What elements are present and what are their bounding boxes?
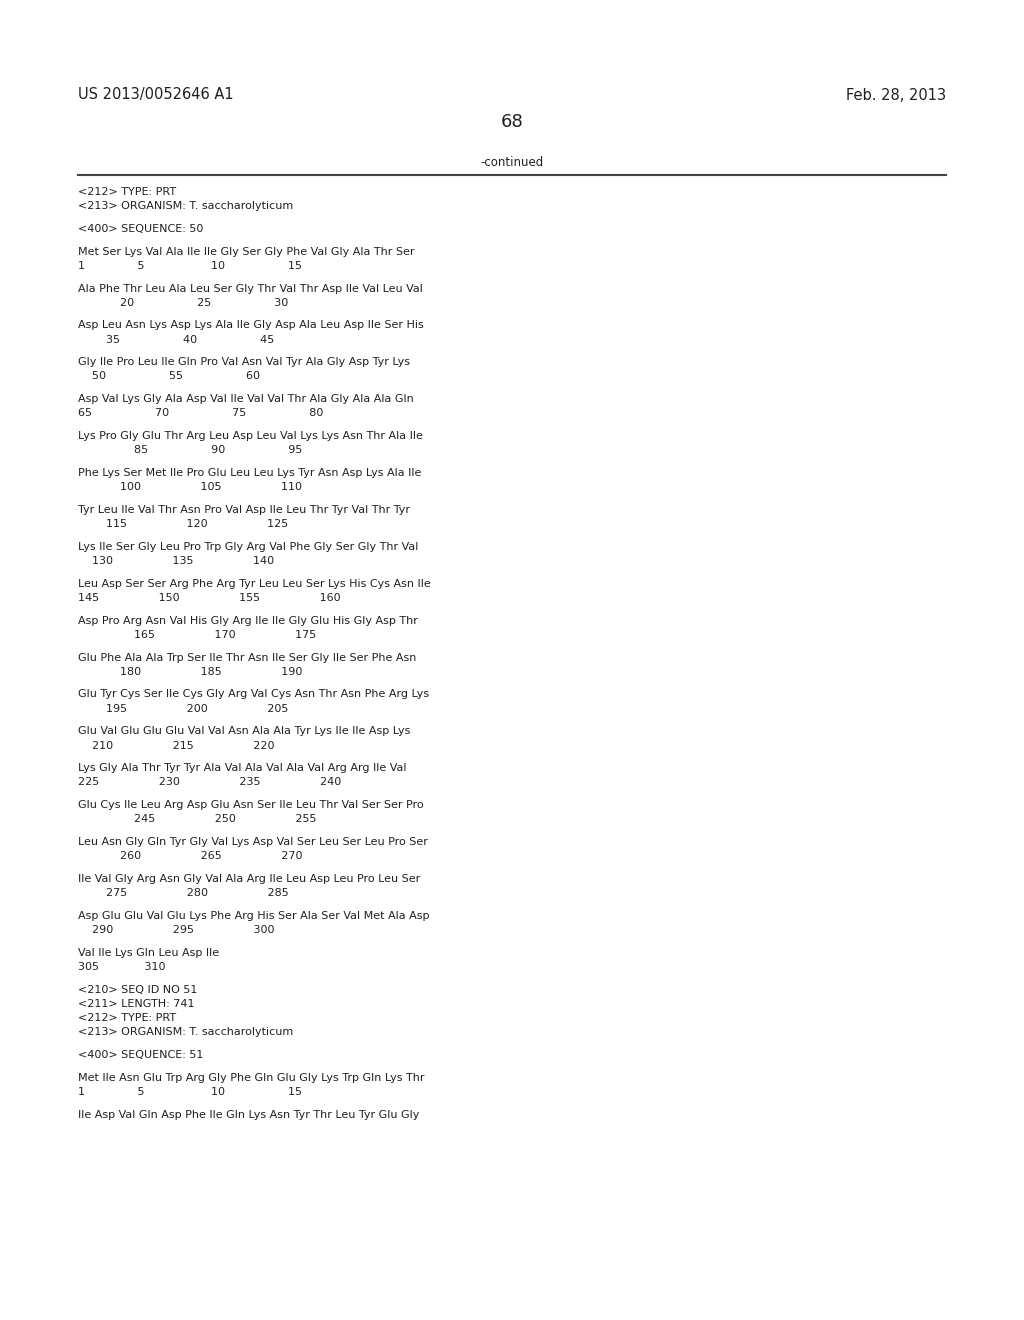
Text: 245                 250                 255: 245 250 255 [78,814,316,824]
Text: Gly Ile Pro Leu Ile Gln Pro Val Asn Val Tyr Ala Gly Asp Tyr Lys: Gly Ile Pro Leu Ile Gln Pro Val Asn Val … [78,358,410,367]
Text: 1               5                   10                  15: 1 5 10 15 [78,261,302,271]
Text: Asp Glu Glu Val Glu Lys Phe Arg His Ser Ala Ser Val Met Ala Asp: Asp Glu Glu Val Glu Lys Phe Arg His Ser … [78,911,429,921]
Text: Lys Gly Ala Thr Tyr Tyr Ala Val Ala Val Ala Val Arg Arg Ile Val: Lys Gly Ala Thr Tyr Tyr Ala Val Ala Val … [78,763,407,774]
Text: Asp Val Lys Gly Ala Asp Val Ile Val Val Thr Ala Gly Ala Ala Gln: Asp Val Lys Gly Ala Asp Val Ile Val Val … [78,395,414,404]
Text: Leu Asn Gly Gln Tyr Gly Val Lys Asp Val Ser Leu Ser Leu Pro Ser: Leu Asn Gly Gln Tyr Gly Val Lys Asp Val … [78,837,428,847]
Text: Feb. 28, 2013: Feb. 28, 2013 [846,87,946,103]
Text: Ile Val Gly Arg Asn Gly Val Ala Arg Ile Leu Asp Leu Pro Leu Ser: Ile Val Gly Arg Asn Gly Val Ala Arg Ile … [78,874,420,884]
Text: Met Ser Lys Val Ala Ile Ile Gly Ser Gly Phe Val Gly Ala Thr Ser: Met Ser Lys Val Ala Ile Ile Gly Ser Gly … [78,247,415,256]
Text: 165                 170                 175: 165 170 175 [78,630,316,640]
Text: 260                 265                 270: 260 265 270 [78,851,302,861]
Text: 1               5                   10                  15: 1 5 10 15 [78,1086,302,1097]
Text: Glu Tyr Cys Ser Ile Cys Gly Arg Val Cys Asn Thr Asn Phe Arg Lys: Glu Tyr Cys Ser Ile Cys Gly Arg Val Cys … [78,689,429,700]
Text: Ile Asp Val Gln Asp Phe Ile Gln Lys Asn Tyr Thr Leu Tyr Glu Gly: Ile Asp Val Gln Asp Phe Ile Gln Lys Asn … [78,1110,420,1119]
Text: 85                  90                  95: 85 90 95 [78,445,302,455]
Text: US 2013/0052646 A1: US 2013/0052646 A1 [78,87,233,103]
Text: Met Ile Asn Glu Trp Arg Gly Phe Gln Glu Gly Lys Trp Gln Lys Thr: Met Ile Asn Glu Trp Arg Gly Phe Gln Glu … [78,1073,425,1082]
Text: 305             310: 305 310 [78,962,166,972]
Text: Phe Lys Ser Met Ile Pro Glu Leu Leu Lys Tyr Asn Asp Lys Ala Ile: Phe Lys Ser Met Ile Pro Glu Leu Leu Lys … [78,469,421,478]
Text: <213> ORGANISM: T. saccharolyticum: <213> ORGANISM: T. saccharolyticum [78,1027,293,1038]
Text: 275                 280                 285: 275 280 285 [78,888,289,898]
Text: <400> SEQUENCE: 50: <400> SEQUENCE: 50 [78,224,204,234]
Text: Glu Val Glu Glu Glu Val Val Asn Ala Ala Tyr Lys Ile Ile Asp Lys: Glu Val Glu Glu Glu Val Val Asn Ala Ala … [78,726,411,737]
Text: 100                 105                 110: 100 105 110 [78,482,302,492]
Text: -continued: -continued [480,157,544,169]
Text: Lys Ile Ser Gly Leu Pro Trp Gly Arg Val Phe Gly Ser Gly Thr Val: Lys Ile Ser Gly Leu Pro Trp Gly Arg Val … [78,541,419,552]
Text: 290                 295                 300: 290 295 300 [78,925,274,935]
Text: Lys Pro Gly Glu Thr Arg Leu Asp Leu Val Lys Lys Asn Thr Ala Ile: Lys Pro Gly Glu Thr Arg Leu Asp Leu Val … [78,432,423,441]
Text: <400> SEQUENCE: 51: <400> SEQUENCE: 51 [78,1049,204,1060]
Text: 20                  25                  30: 20 25 30 [78,298,288,308]
Text: Val Ile Lys Gln Leu Asp Ile: Val Ile Lys Gln Leu Asp Ile [78,948,219,958]
Text: Ala Phe Thr Leu Ala Leu Ser Gly Thr Val Thr Asp Ile Val Leu Val: Ala Phe Thr Leu Ala Leu Ser Gly Thr Val … [78,284,423,293]
Text: 50                  55                  60: 50 55 60 [78,371,260,381]
Text: 210                 215                 220: 210 215 220 [78,741,274,751]
Text: <212> TYPE: PRT: <212> TYPE: PRT [78,1012,176,1023]
Text: 145                 150                 155                 160: 145 150 155 160 [78,593,341,603]
Text: <212> TYPE: PRT: <212> TYPE: PRT [78,187,176,197]
Text: Asp Pro Arg Asn Val His Gly Arg Ile Ile Gly Glu His Gly Asp Thr: Asp Pro Arg Asn Val His Gly Arg Ile Ile … [78,615,418,626]
Text: Glu Cys Ile Leu Arg Asp Glu Asn Ser Ile Leu Thr Val Ser Ser Pro: Glu Cys Ile Leu Arg Asp Glu Asn Ser Ile … [78,800,424,810]
Text: 65                  70                  75                  80: 65 70 75 80 [78,408,324,418]
Text: 225                 230                 235                 240: 225 230 235 240 [78,777,341,788]
Text: Leu Asp Ser Ser Arg Phe Arg Tyr Leu Leu Ser Lys His Cys Asn Ile: Leu Asp Ser Ser Arg Phe Arg Tyr Leu Leu … [78,578,431,589]
Text: Tyr Leu Ile Val Thr Asn Pro Val Asp Ile Leu Thr Tyr Val Thr Tyr: Tyr Leu Ile Val Thr Asn Pro Val Asp Ile … [78,504,410,515]
Text: 180                 185                 190: 180 185 190 [78,667,302,677]
Text: Asp Leu Asn Lys Asp Lys Ala Ile Gly Asp Ala Leu Asp Ile Ser His: Asp Leu Asn Lys Asp Lys Ala Ile Gly Asp … [78,321,424,330]
Text: <211> LENGTH: 741: <211> LENGTH: 741 [78,999,195,1008]
Text: 68: 68 [501,114,523,131]
Text: 115                 120                 125: 115 120 125 [78,519,288,529]
Text: Glu Phe Ala Ala Trp Ser Ile Thr Asn Ile Ser Gly Ile Ser Phe Asn: Glu Phe Ala Ala Trp Ser Ile Thr Asn Ile … [78,652,417,663]
Text: 35                  40                  45: 35 40 45 [78,334,274,345]
Text: 195                 200                 205: 195 200 205 [78,704,289,714]
Text: 130                 135                 140: 130 135 140 [78,556,274,566]
Text: <210> SEQ ID NO 51: <210> SEQ ID NO 51 [78,985,198,994]
Text: <213> ORGANISM: T. saccharolyticum: <213> ORGANISM: T. saccharolyticum [78,201,293,211]
